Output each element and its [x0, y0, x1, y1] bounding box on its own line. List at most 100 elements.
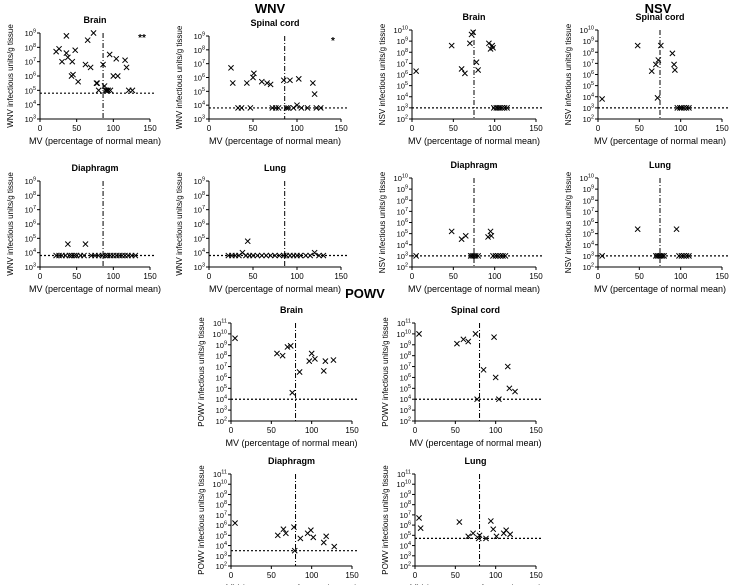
data-point	[290, 524, 297, 531]
data-point	[311, 249, 318, 256]
data-point	[678, 104, 685, 111]
x-tick-label: 0	[596, 272, 601, 281]
y-tick-label: 109	[583, 37, 594, 47]
data-point	[475, 67, 482, 74]
data-point	[75, 78, 82, 85]
data-point	[599, 252, 606, 259]
x-tick-label: 150	[345, 571, 359, 580]
y-tick-label: 104	[216, 541, 227, 551]
y-tick-label: 103	[216, 551, 227, 561]
data-point	[490, 252, 496, 259]
data-point	[497, 252, 504, 259]
data-point	[685, 252, 692, 259]
y-tick-label: 104	[400, 541, 411, 551]
data-point	[501, 104, 508, 111]
data-point	[307, 527, 314, 534]
significance-annotation: *	[331, 36, 335, 47]
data-point	[661, 252, 668, 259]
panel-wnv-lung: Lung 0 50 100 150 103 104 105 106 107 108 109 MV (pe…	[175, 163, 348, 294]
data-point	[264, 80, 271, 86]
data-point	[254, 252, 261, 259]
data-point	[276, 252, 283, 259]
data-point	[683, 104, 690, 111]
data-point	[296, 369, 303, 375]
y-tick-label: 105	[194, 87, 205, 97]
x-axis-label: MV (percentage of normal mean)	[209, 136, 341, 146]
y-tick-label: 1010	[213, 480, 227, 490]
data-point	[413, 68, 420, 75]
panel-title: Brain	[83, 15, 106, 25]
y-tick-label: 109	[25, 29, 36, 39]
data-point	[655, 57, 662, 63]
x-axis-label: MV (percentage of normal mean)	[409, 438, 541, 448]
panel-title: Diaphragm	[268, 456, 315, 466]
data-point	[284, 344, 291, 350]
y-tick-label: 104	[583, 92, 594, 102]
y-tick-label: 108	[25, 191, 36, 201]
data-point	[267, 252, 274, 259]
data-point	[495, 252, 501, 259]
data-point	[102, 252, 109, 259]
y-tick-label: 106	[25, 220, 36, 230]
y-tick-label: 105	[397, 81, 408, 91]
y-tick-label: 106	[397, 70, 408, 80]
x-axis-label: MV (percentage of normal mean)	[409, 583, 541, 585]
x-tick-label: 0	[207, 124, 212, 133]
x-tick-label: 150	[715, 124, 729, 133]
panel-title: Spinal cord	[451, 305, 500, 315]
y-tick-label: 108	[397, 196, 408, 206]
x-tick-label: 150	[529, 571, 543, 580]
x-tick-label: 150	[345, 426, 359, 435]
y-tick-label: 108	[400, 351, 411, 361]
data-point	[678, 252, 685, 259]
data-point	[685, 104, 692, 111]
x-axis-label: MV (percentage of normal mean)	[225, 438, 357, 448]
y-tick-label: 109	[400, 340, 411, 350]
data-point	[456, 519, 463, 525]
x-tick-label: 50	[267, 426, 276, 435]
y-tick-label: 104	[25, 248, 36, 258]
data-point	[280, 526, 287, 533]
data-point	[472, 252, 479, 259]
x-tick-label: 100	[674, 272, 688, 281]
y-tick-label: 106	[400, 373, 411, 383]
data-point	[504, 104, 511, 111]
data-point	[671, 61, 678, 68]
data-point	[291, 547, 298, 554]
data-point	[84, 37, 91, 44]
y-tick-label: 107	[216, 362, 227, 372]
y-tick-label: 109	[216, 490, 227, 500]
data-point	[63, 50, 70, 57]
y-tick-label: 104	[194, 248, 205, 258]
x-tick-label: 0	[38, 124, 43, 133]
y-tick-label: 1010	[580, 26, 594, 36]
y-tick-label: 109	[25, 177, 36, 187]
data-point	[289, 389, 296, 396]
y-tick-label: 107	[397, 59, 408, 69]
data-point	[243, 80, 250, 86]
data-point	[229, 80, 236, 86]
data-point	[258, 252, 265, 259]
y-tick-label: 108	[397, 48, 408, 58]
data-point	[476, 532, 483, 539]
y-tick-label: 107	[583, 59, 594, 69]
y-tick-label: 102	[397, 263, 408, 273]
y-tick-label: 103	[583, 103, 594, 113]
data-point	[81, 252, 87, 259]
data-point	[297, 252, 304, 259]
y-tick-label: 108	[216, 500, 227, 510]
panel-title: Spinal cord	[635, 12, 684, 22]
data-point	[129, 87, 136, 94]
y-tick-label: 105	[400, 531, 411, 541]
data-point	[634, 226, 641, 233]
data-point	[473, 59, 480, 66]
data-point	[105, 87, 112, 94]
data-point	[320, 252, 327, 259]
x-axis-label: MV (percentage of normal mean)	[594, 136, 726, 146]
y-tick-label: 106	[400, 521, 411, 531]
